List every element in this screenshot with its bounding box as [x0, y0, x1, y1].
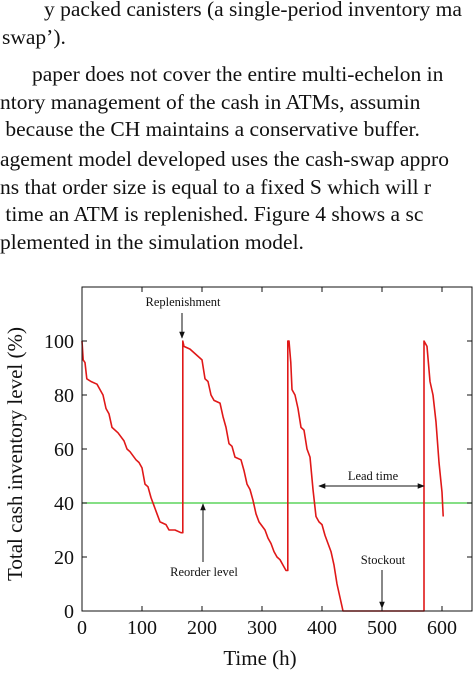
plot-frame [81, 286, 473, 612]
x-tick-label: 100 [127, 617, 157, 639]
annotation: Stockout [361, 553, 406, 567]
x-tick-label: 600 [427, 617, 457, 639]
x-tick-label: 0 [77, 617, 87, 639]
text-line: because the CH maintains a conservative … [0, 117, 420, 141]
y-tick-label: 60 [54, 439, 74, 461]
y-tick-label: 40 [54, 493, 74, 515]
text-line: paper does not cover the entire multi-ec… [32, 62, 444, 86]
text-line: y packed canisters (a single-period inve… [44, 0, 462, 21]
y-tick-label: 20 [54, 547, 74, 569]
data-line [81, 340, 444, 612]
text-line: agement model developed uses the cash-sw… [0, 147, 449, 171]
text-line: time an ATM is replenished. Figure 4 sho… [0, 202, 424, 226]
x-tick-label: 400 [307, 617, 337, 639]
x-axis-label: Time (h) [223, 646, 296, 670]
annotation: Replenishment [146, 295, 222, 309]
text-line: ntory management of the cash in ATMs, as… [0, 90, 421, 114]
y-tick-label: 0 [64, 601, 74, 623]
y-axis-label: Total cash inventory level (%) [3, 327, 27, 581]
y-tick-label: 80 [54, 385, 74, 407]
x-tick-label: 500 [367, 617, 397, 639]
y-tick-label: 100 [44, 331, 74, 353]
text-line: ns that order size is equal to a fixed S… [0, 175, 432, 199]
x-tick-label: 200 [187, 617, 217, 639]
annotation: Reorder level [170, 565, 238, 579]
text-line: swap’). [2, 25, 66, 49]
text-line: plemented in the simulation model. [0, 230, 304, 254]
annotation: Lead time [348, 469, 399, 483]
x-tick-label: 300 [247, 617, 277, 639]
